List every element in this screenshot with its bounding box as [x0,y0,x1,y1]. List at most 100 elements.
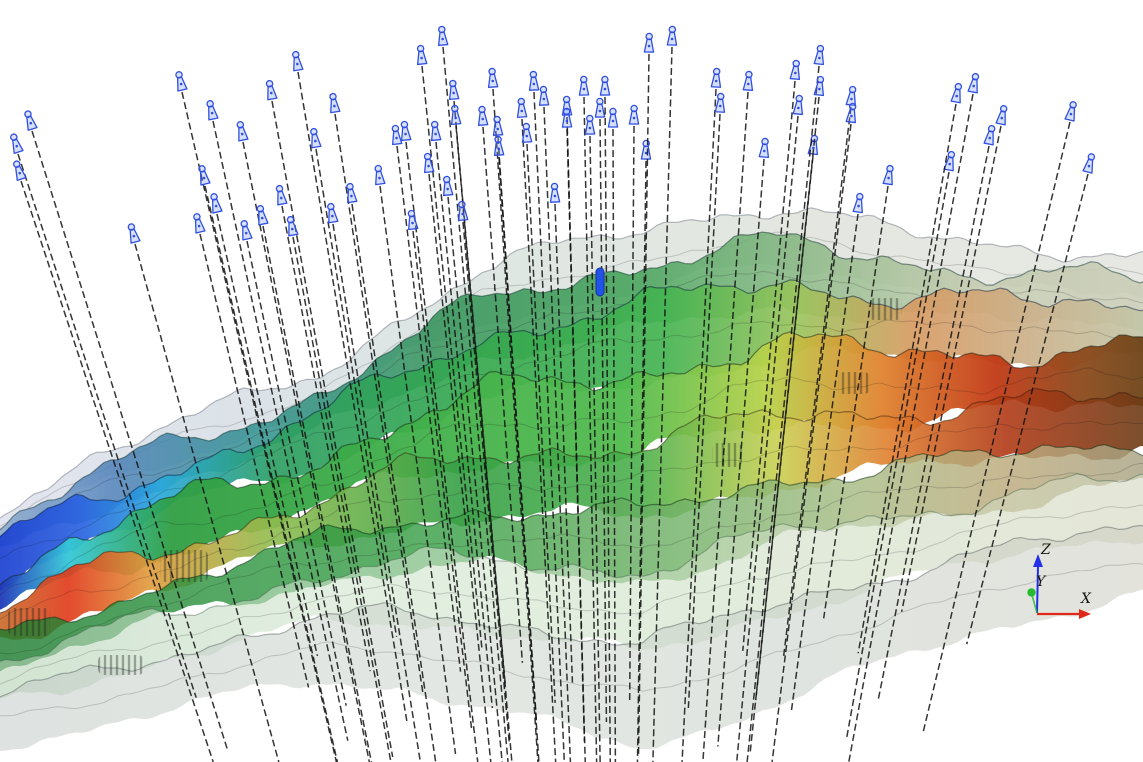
well-trajectory-line[interactable] [17,153,197,698]
well-trajectory-line[interactable] [637,53,650,758]
well-trajectory-line[interactable] [482,126,524,663]
well-head-icon[interactable] [792,94,804,116]
surface-layer-upper-envelope[interactable] [0,207,1143,541]
well-trajectory-line[interactable] [181,91,338,762]
well-head-icon[interactable] [528,70,540,91]
well-head-icon[interactable] [326,202,339,224]
well-head-icon[interactable] [328,92,341,114]
well-trajectory-line[interactable] [442,46,509,762]
well-trajectory-line[interactable] [396,145,462,672]
well-head-icon[interactable] [493,135,505,156]
well-head-icon[interactable] [995,105,1009,126]
well-head-icon[interactable] [852,192,865,214]
well-trajectory-line[interactable] [652,46,673,762]
well-trajectory-line[interactable] [735,115,799,762]
well-head-icon[interactable] [594,97,606,118]
well-trajectory-line[interactable] [462,221,510,743]
well-head-icon[interactable] [983,125,997,146]
well-head-icon[interactable] [845,85,857,107]
well-trajectory-line[interactable] [599,118,608,723]
well-head-icon[interactable] [882,164,895,186]
well-head-icon[interactable] [599,75,611,96]
surface-layer-pale-green-envelope[interactable] [0,473,1143,699]
well-trajectory-line[interactable] [297,71,409,725]
well-trajectory-line[interactable] [771,123,852,762]
well-head-icon[interactable] [710,67,722,88]
well-head-icon[interactable] [430,120,442,142]
well-trajectory-line[interactable] [782,106,852,659]
well-trajectory-line[interactable] [521,118,557,762]
well-head-icon[interactable] [255,205,269,226]
well-trajectory-line[interactable] [965,173,1089,645]
well-head-icon[interactable] [457,200,469,222]
well-head-icon[interactable] [8,133,24,154]
well-head-icon[interactable] [943,150,956,172]
well-trajectory-line[interactable] [636,160,647,762]
well-trajectory-line[interactable] [845,171,950,740]
well-trajectory-line[interactable] [526,143,556,703]
well-head-icon[interactable] [448,79,460,101]
well-trajectory-line[interactable] [455,125,513,762]
well-trajectory-line[interactable] [216,213,319,657]
well-trajectory-line[interactable] [554,203,574,683]
surface-layer-deep-green-horizon[interactable] [0,444,1143,674]
well-trajectory-line[interactable] [498,156,540,762]
well-trajectory-line[interactable] [199,233,310,688]
well-head-icon[interactable] [758,137,770,159]
well-trajectory-line[interactable] [246,240,347,706]
well-trajectory-line[interactable] [857,103,957,654]
axis-orientation-widget[interactable]: X Y Z [1027,542,1092,619]
well-trajectory-line[interactable] [242,141,371,762]
well-head-icon[interactable] [373,164,386,186]
well-trajectory-line[interactable] [204,185,339,762]
well-trajectory-line[interactable] [543,106,572,762]
well-head-icon[interactable] [239,220,253,241]
well-head-icon[interactable] [578,75,590,96]
well-head-icon[interactable] [442,175,454,197]
well-head-icon[interactable] [285,215,299,237]
well-head-icon[interactable] [437,25,449,47]
well-trajectory-line[interactable] [428,173,492,762]
well-trajectory-line[interactable] [134,243,280,762]
well-trajectory-line[interactable] [315,148,398,637]
well-trajectory-line[interactable] [281,205,371,672]
well-head-icon[interactable] [345,182,358,204]
well-head-icon[interactable] [264,79,278,101]
well-head-icon[interactable] [309,127,322,149]
well-head-icon[interactable] [492,115,504,136]
well-head-icon[interactable] [1082,153,1097,174]
well-head-icon[interactable] [477,105,489,126]
surface-layer-gray-base-envelope[interactable] [0,525,1143,752]
surface-layer-orange-ridge-horizon[interactable] [0,388,1143,640]
well-head-icon[interactable] [549,182,561,203]
well-head-icon[interactable] [584,114,596,135]
well-head-icon[interactable] [789,59,801,81]
well-trajectory-line[interactable] [379,185,457,755]
well-head-icon[interactable] [197,165,211,186]
well-head-icon[interactable] [192,213,206,234]
well-head-icon[interactable] [416,44,428,66]
well-head-icon[interactable] [1064,101,1078,122]
well-head-icon[interactable] [23,110,38,131]
well-trajectory-line[interactable] [492,88,539,762]
well-head-icon[interactable] [950,82,963,104]
well-trajectory-line[interactable] [435,141,494,709]
well-head-icon[interactable] [561,107,573,128]
well-head-icon[interactable] [521,122,533,143]
well-trajectory-line[interactable] [628,125,635,703]
well-head-icon[interactable] [11,160,27,181]
well-trajectory-line[interactable] [332,223,422,762]
well-trajectory-line[interactable] [20,180,214,762]
well-head-icon[interactable] [714,92,726,113]
well-head-icon[interactable] [640,139,652,160]
well-head-icon[interactable] [205,100,219,121]
well-head-icon[interactable] [126,223,141,244]
well-head-icon[interactable] [487,67,499,88]
well-trajectory-line[interactable] [749,96,820,754]
well-trajectory-line[interactable] [334,113,424,694]
well-trajectory-line[interactable] [262,225,373,762]
well-trajectory-line[interactable] [612,128,617,762]
well-trajectory-line[interactable] [687,113,721,709]
well-trajectory-line[interactable] [746,65,820,762]
well-trajectory-line[interactable] [681,88,717,762]
